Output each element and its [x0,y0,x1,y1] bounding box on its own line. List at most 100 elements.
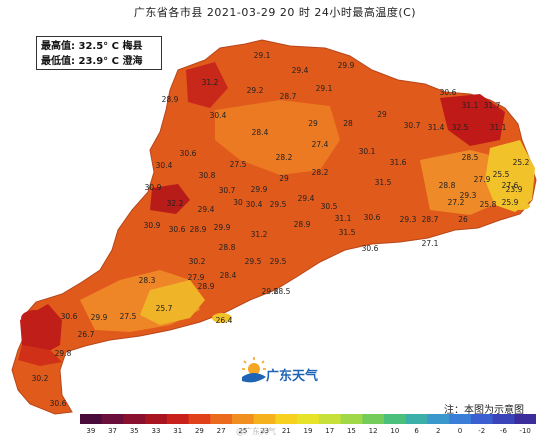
county-temperature-label: 29.4 [292,66,309,75]
legend-tick-label: -2 [478,427,486,435]
county-temperature-label: 26.7 [78,330,95,339]
legend-color-swatch [340,414,363,424]
county-temperature-label: 27.6 [502,181,519,190]
county-temperature-label: 27.5 [120,312,137,321]
county-temperature-label: 29.3 [400,215,417,224]
legend-color-swatch [166,414,190,424]
legend-tick-label: 10 [390,427,400,435]
county-temperature-label: 27.5 [230,160,247,169]
legend-tick-label: 37 [108,427,118,435]
county-temperature-label: 28.5 [274,287,291,296]
region-hot-north [186,62,228,108]
legend-tick-label: 15 [346,427,356,435]
county-temperature-label: 28.7 [422,215,439,224]
legend-color-swatch [80,414,103,424]
watermark: @广东天气 [236,427,276,436]
county-temperature-label: 30 [233,198,243,207]
county-temperature-label: 23.9 [506,185,523,194]
county-temperature-label: 25.2 [513,158,530,167]
legend-tick-label: 35 [129,427,139,435]
county-temperature-label: 30.4 [246,200,263,209]
county-temperature-label: 31.2 [251,230,268,239]
county-temperature-label: 31.6 [390,158,407,167]
legend-tick-label: 0 [457,427,463,435]
county-temperature-label: 25.9 [502,198,519,207]
legend-tick-label: 27 [216,427,226,435]
legend-color-swatch [275,414,298,424]
county-temperature-label: 27.1 [422,239,439,248]
legend-tick-label: 29 [194,427,204,435]
county-temperature-label: 30.4 [156,161,173,170]
county-temperature-label: 30.7 [404,121,421,130]
county-temperature-label: 32.2 [167,199,184,208]
legend-tick-label: 33 [151,427,161,435]
county-temperature-label: 30.6 [364,213,381,222]
county-temperature-label: 28.9 [190,225,207,234]
county-temperature-label: 29.1 [254,51,271,60]
county-temperature-label: 26.4 [216,316,233,325]
legend-color-swatch [101,414,124,424]
county-temperature-label: 30.2 [32,374,49,383]
legend-color-swatch [449,414,472,424]
county-temperature-label: 31.5 [375,178,392,187]
color-legend-labels: 39 37 35 33 31 29 27 25 23 21 19 17 15 12 10 6 2 0 -2 -6 -10 [80,427,536,439]
county-temperature-label: 28.5 [462,153,479,162]
county-temperature-label: 27.9 [474,175,491,184]
legend-tick-label: 12 [368,427,378,435]
county-temperature-label: 29.8 [262,287,279,296]
county-temperature-label: 29.9 [91,313,108,322]
min-value-line: 最低值: 23.9° C 澄海 [41,56,143,67]
county-temperature-label: 25.7 [156,304,173,313]
county-temperature-label: 32.5 [452,123,469,132]
county-temperature-label: 27.2 [448,198,465,207]
region-yellow-south-coast [140,280,205,325]
county-temperature-label: 30.1 [359,147,376,156]
legend-tick-label: 19 [303,427,313,435]
county-temperature-label: 29.2 [247,86,264,95]
county-temperature-label: 27.4 [312,140,329,149]
county-temperature-label: 30.9 [144,221,161,230]
legend-color-swatch [318,414,342,424]
legend-color-swatch [145,414,168,424]
county-temperature-label: 29.4 [198,205,215,214]
county-temperature-label: 29 [279,174,289,183]
extreme-values-box: 最高值: 32.5° C 梅县 最低值: 23.9° C 澄海 [36,36,162,70]
county-temperature-label: 28.2 [276,153,293,162]
county-temperature-label: 31.4 [428,123,445,132]
county-temperature-label: 30.6 [50,399,67,408]
county-temperature-label: 31.1 [335,214,352,223]
county-temperature-label: 31.1 [490,123,507,132]
county-temperature-label: 28.9 [294,220,311,229]
legend-tick-label: -10 [519,427,531,435]
map-title: 广东省各市县 2021-03-29 20 时 24小时最高温度(C) [133,6,417,19]
legend-tick-label: 2 [436,427,441,435]
max-value-line: 最高值: 32.5° C 梅县 [41,41,143,52]
county-temperature-label: 29 [308,119,318,128]
county-temperature-label: 29.9 [214,223,231,232]
county-temperature-label: 28.9 [162,95,179,104]
legend-color-swatch [427,414,450,424]
county-temperature-label: 30.6 [362,244,379,253]
island-nanao [510,202,530,210]
county-temperature-label: 29.9 [251,185,268,194]
county-temperature-label: 29.4 [298,194,315,203]
county-temperature-label: 28.2 [312,168,329,177]
county-temperature-label: 30.8 [199,171,216,180]
legend-tick-label: 6 [414,427,419,435]
county-temperature-label: 30.2 [189,257,206,266]
county-temperature-label: 30.5 [321,202,338,211]
legend-color-swatch [253,414,276,424]
county-temperature-label: 28.8 [439,181,456,190]
region-light-central [215,100,340,175]
legend-color-swatch [123,414,146,424]
county-temperature-label: 29.5 [245,257,262,266]
county-temperature-label: 30.4 [210,111,227,120]
region-hot-meixian [440,94,505,146]
legend-color-swatch [297,414,320,424]
county-temperature-label: 29.5 [270,257,287,266]
legend-color-swatch [405,414,428,424]
county-temperature-label: 28 [343,119,353,128]
county-temperature-label: 29.1 [316,84,333,93]
county-temperature-label: 31.7 [484,101,501,110]
county-temperature-label: 30.6 [180,149,197,158]
